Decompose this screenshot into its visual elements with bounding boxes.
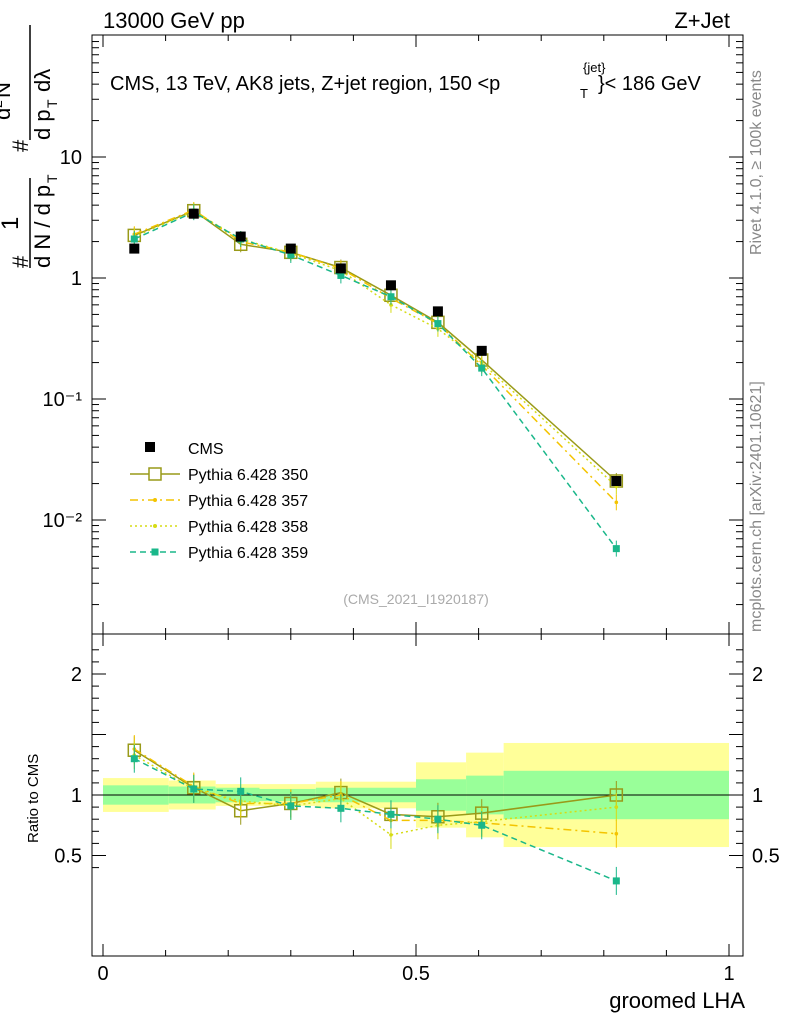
y-axis-title-bottom: Ratio to CMS	[25, 754, 42, 843]
y-tick-label-top: 10⁻¹	[43, 389, 83, 411]
y-tick-label-bottom-right: 0.5	[752, 846, 780, 868]
series-marker-bottom	[614, 805, 619, 809]
svg-text:T: T	[44, 99, 60, 108]
series-marker-top	[287, 251, 295, 259]
svg-text:dλ: dλ	[30, 69, 55, 92]
series-marker-top	[337, 271, 345, 279]
data-point	[235, 231, 246, 242]
y-tick-label-top: 1	[71, 268, 82, 290]
y-tick-label-bottom-right: 2	[752, 664, 763, 686]
series-marker-top	[389, 303, 393, 307]
svg-text:d: d	[0, 108, 15, 120]
svg-text:d N / d p: d N / d p	[30, 185, 55, 268]
series-bottom	[127, 735, 624, 895]
svg-text:{jet}: {jet}	[583, 60, 606, 75]
legend-marker	[148, 467, 162, 481]
data-point	[335, 263, 346, 274]
series-marker-top	[612, 545, 620, 553]
svg-text:2: 2	[0, 100, 5, 108]
data-point	[611, 476, 622, 487]
y-tick-label-bottom: 1	[71, 785, 82, 807]
chart-title: CMS, 13 TeV, AK8 jets, Z+jet region, 150…	[110, 60, 702, 101]
x-tick-label: 1	[723, 963, 734, 985]
series-marker-top	[130, 235, 138, 243]
y-tick-label-bottom: 0.5	[54, 846, 82, 868]
data-point	[285, 243, 296, 254]
legend-marker	[151, 548, 159, 556]
series-marker-bottom	[337, 804, 345, 812]
rivet-label: Rivet 4.1.0, ≥ 100k events	[748, 70, 765, 255]
series-top	[127, 201, 624, 557]
svg-text:T: T	[580, 86, 588, 101]
uncertainty-bands	[92, 742, 743, 848]
series-marker-bottom	[389, 833, 393, 837]
legend-marker-data	[145, 442, 155, 452]
header-right: Z+Jet	[674, 8, 730, 33]
x-axis-title: groomed LHA	[609, 988, 745, 1013]
data-point	[385, 280, 396, 291]
series-marker-top	[434, 320, 442, 328]
series-marker-bottom	[614, 831, 619, 836]
svg-text:1: 1	[0, 217, 24, 230]
x-tick-label: 0.5	[402, 963, 430, 985]
data-point	[432, 306, 443, 317]
svg-text:d p: d p	[30, 109, 55, 140]
axes: 0 0.5 1 10 1 10⁻¹ 10⁻² 2 2 1 1 0.5 0.5	[43, 35, 780, 985]
data-point	[476, 345, 487, 356]
series-marker-bottom	[612, 877, 620, 885]
svg-text:CMS, 13 TeV, AK8 jets, Z+jet r: CMS, 13 TeV, AK8 jets, Z+jet region, 150…	[110, 73, 500, 95]
svg-text:#: #	[8, 255, 33, 268]
y-tick-label-top: 10	[60, 147, 82, 169]
y-tick-label-top: 10⁻²	[43, 510, 83, 532]
series-marker-bottom	[287, 802, 295, 810]
analysis-label: (CMS_2021_I1920187)	[343, 591, 489, 607]
legend: CMS Pythia 6.428 350 Pythia 6.428 357 Pythi…	[130, 441, 308, 562]
y-tick-label-bottom-right: 1	[752, 785, 763, 807]
series-marker-top	[478, 364, 486, 372]
series-marker-bottom	[387, 810, 395, 818]
series-line-bottom	[133, 758, 617, 882]
data-point	[129, 243, 140, 254]
y-axis-title-top: # 1 d N / d p T # d 2 N d p T dλ	[0, 25, 60, 268]
legend-label: Pythia 6.428 358	[188, 519, 308, 536]
legend-marker	[153, 524, 157, 528]
svg-text:}< 186 GeV: }< 186 GeV	[598, 73, 702, 95]
series-marker-bottom	[434, 815, 442, 823]
data-point	[188, 208, 199, 219]
header-left: 13000 GeV pp	[103, 8, 245, 33]
series-marker-bottom	[130, 755, 138, 763]
series-marker-bottom	[190, 785, 198, 793]
svg-text:N: N	[0, 82, 15, 98]
svg-text:#: #	[8, 139, 33, 152]
svg-text:T: T	[44, 174, 60, 183]
legend-label: Pythia 6.428 359	[188, 545, 308, 562]
series-marker-top	[387, 293, 395, 301]
series-marker-bottom	[237, 787, 245, 795]
y-tick-label-bottom: 2	[71, 664, 82, 686]
mcplots-label: mcplots.cern.ch [arXiv:2401.10621]	[748, 381, 765, 632]
legend-label: Pythia 6.428 357	[188, 493, 308, 510]
series-marker-bottom	[478, 821, 486, 829]
series-line-top	[134, 209, 617, 503]
x-tick-label: 0	[97, 963, 108, 985]
series-marker-top	[614, 500, 619, 505]
legend-label-data: CMS	[188, 441, 224, 458]
legend-label: Pythia 6.428 350	[188, 467, 308, 484]
legend-marker	[153, 498, 157, 502]
